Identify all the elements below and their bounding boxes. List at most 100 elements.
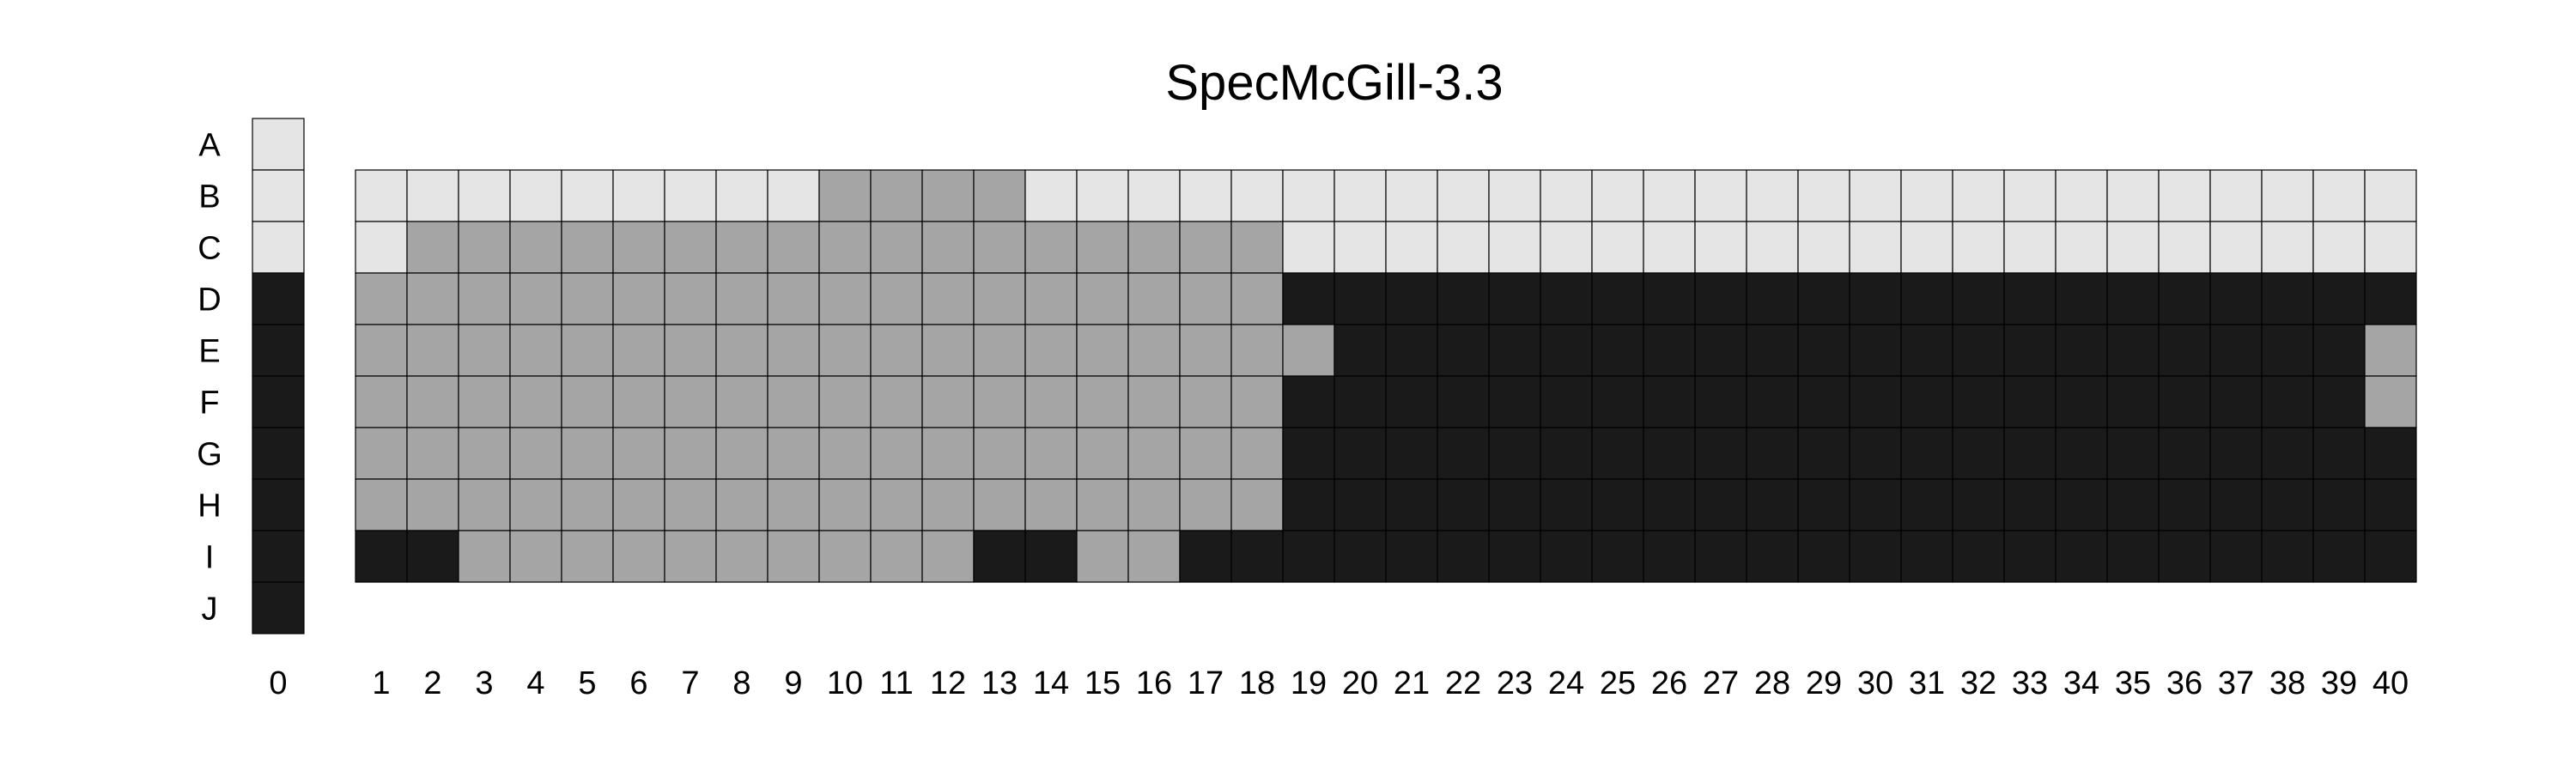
cell-10-e bbox=[818, 324, 872, 377]
cell-6-e bbox=[612, 324, 665, 377]
cell-16-d bbox=[1127, 272, 1181, 325]
column-label-4: 4 bbox=[526, 665, 544, 701]
cell-32-e bbox=[1952, 324, 2005, 377]
cell-5-e bbox=[561, 324, 614, 377]
cell-25-f bbox=[1591, 375, 1644, 428]
cell-29-g bbox=[1797, 427, 1850, 480]
cell-34-h bbox=[2055, 478, 2108, 531]
column-label-19: 19 bbox=[1291, 665, 1327, 701]
cell-13-b bbox=[973, 169, 1026, 222]
cell-38-d bbox=[2261, 272, 2314, 325]
cell-18-d bbox=[1230, 272, 1284, 325]
cell-37-h bbox=[2209, 478, 2263, 531]
column-label-17: 17 bbox=[1188, 665, 1224, 701]
cell-0-c bbox=[252, 221, 305, 274]
cell-35-g bbox=[2106, 427, 2160, 480]
cell-19-f bbox=[1282, 375, 1335, 428]
cell-31-h bbox=[1900, 478, 1953, 531]
cell-8-h bbox=[715, 478, 769, 531]
column-label-27: 27 bbox=[1703, 665, 1739, 701]
cell-23-i bbox=[1488, 530, 1541, 583]
cell-36-c bbox=[2158, 221, 2211, 274]
cell-34-g bbox=[2055, 427, 2108, 480]
cell-7-i bbox=[664, 530, 717, 583]
cell-22-d bbox=[1437, 272, 1490, 325]
cell-35-c bbox=[2106, 221, 2160, 274]
cell-16-g bbox=[1127, 427, 1181, 480]
cell-23-e bbox=[1488, 324, 1541, 377]
column-label-15: 15 bbox=[1084, 665, 1121, 701]
column-label-23: 23 bbox=[1497, 665, 1533, 701]
cell-24-g bbox=[1540, 427, 1593, 480]
cell-9-i bbox=[767, 530, 820, 583]
cell-39-g bbox=[2312, 427, 2366, 480]
cell-20-i bbox=[1334, 530, 1387, 583]
cell-9-d bbox=[767, 272, 820, 325]
cell-30-f bbox=[1849, 375, 1902, 428]
cell-3-e bbox=[458, 324, 511, 377]
cell-11-i bbox=[870, 530, 923, 583]
cell-16-i bbox=[1127, 530, 1181, 583]
cell-36-b bbox=[2158, 169, 2211, 222]
cell-13-i bbox=[973, 530, 1026, 583]
cell-34-f bbox=[2055, 375, 2108, 428]
cell-9-g bbox=[767, 427, 820, 480]
cell-39-e bbox=[2312, 324, 2366, 377]
cell-1-g bbox=[355, 427, 408, 480]
column-label-29: 29 bbox=[1806, 665, 1842, 701]
cell-24-c bbox=[1540, 221, 1593, 274]
cell-2-f bbox=[406, 375, 459, 428]
cell-22-e bbox=[1437, 324, 1490, 377]
cell-33-f bbox=[2003, 375, 2057, 428]
cell-19-h bbox=[1282, 478, 1335, 531]
cell-21-h bbox=[1385, 478, 1438, 531]
cell-37-g bbox=[2209, 427, 2263, 480]
cell-2-d bbox=[406, 272, 459, 325]
cell-32-h bbox=[1952, 478, 2005, 531]
cell-22-h bbox=[1437, 478, 1490, 531]
cell-33-g bbox=[2003, 427, 2057, 480]
cell-37-d bbox=[2209, 272, 2263, 325]
cell-39-d bbox=[2312, 272, 2366, 325]
cell-10-i bbox=[818, 530, 872, 583]
cell-5-b bbox=[561, 169, 614, 222]
cell-13-d bbox=[973, 272, 1026, 325]
cell-38-i bbox=[2261, 530, 2314, 583]
cell-11-d bbox=[870, 272, 923, 325]
cell-12-b bbox=[921, 169, 975, 222]
cell-14-d bbox=[1024, 272, 1078, 325]
column-label-25: 25 bbox=[1600, 665, 1636, 701]
cell-8-b bbox=[715, 169, 769, 222]
cell-39-f bbox=[2312, 375, 2366, 428]
cell-16-c bbox=[1127, 221, 1181, 274]
cell-20-g bbox=[1334, 427, 1387, 480]
cell-13-h bbox=[973, 478, 1026, 531]
cell-28-i bbox=[1746, 530, 1799, 583]
cell-7-d bbox=[664, 272, 717, 325]
cell-32-c bbox=[1952, 221, 2005, 274]
cell-36-d bbox=[2158, 272, 2211, 325]
cell-8-i bbox=[715, 530, 769, 583]
column-label-18: 18 bbox=[1239, 665, 1275, 701]
cell-20-e bbox=[1334, 324, 1387, 377]
cell-34-b bbox=[2055, 169, 2108, 222]
cell-12-e bbox=[921, 324, 975, 377]
column-label-20: 20 bbox=[1342, 665, 1378, 701]
cell-28-f bbox=[1746, 375, 1799, 428]
cell-14-c bbox=[1024, 221, 1078, 274]
cell-32-b bbox=[1952, 169, 2005, 222]
cell-0-b bbox=[252, 169, 305, 222]
cell-6-h bbox=[612, 478, 665, 531]
cell-17-d bbox=[1179, 272, 1232, 325]
cell-40-i bbox=[2364, 530, 2417, 583]
cell-30-d bbox=[1849, 272, 1902, 325]
cell-28-c bbox=[1746, 221, 1799, 274]
column-label-40: 40 bbox=[2372, 665, 2409, 701]
cell-2-c bbox=[406, 221, 459, 274]
row-label-i: I bbox=[205, 540, 215, 576]
cell-33-e bbox=[2003, 324, 2057, 377]
column-label-1: 1 bbox=[372, 665, 390, 701]
cell-17-h bbox=[1179, 478, 1232, 531]
column-label-0: 0 bbox=[269, 665, 287, 701]
cell-23-c bbox=[1488, 221, 1541, 274]
